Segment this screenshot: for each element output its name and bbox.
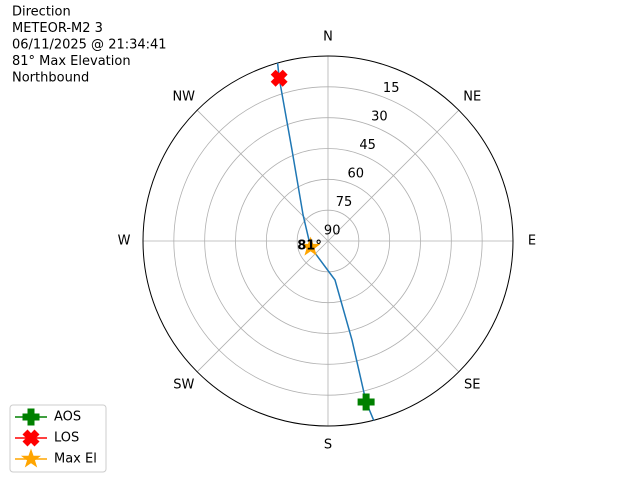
info-line: Northbound	[12, 71, 89, 86]
info-line: 81° Max Elevation	[12, 54, 131, 69]
point-marker	[300, 236, 321, 256]
info-line: 06/11/2025 @ 21:34:41	[12, 38, 167, 53]
direction-label: SE	[464, 378, 480, 393]
direction-label: W	[118, 234, 131, 249]
point-label: 81°	[297, 239, 322, 254]
track-line	[276, 62, 375, 421]
point-marker	[357, 393, 375, 411]
legend-label: Max El	[54, 452, 97, 467]
direction-label: NE	[463, 89, 481, 104]
direction-label: N	[323, 30, 333, 45]
direction-label: SW	[173, 378, 194, 393]
point-marker	[270, 69, 288, 87]
info-line: METEOR-M2 3	[12, 21, 103, 36]
r-tick-label: 75	[336, 195, 353, 210]
grid-ring	[173, 86, 483, 396]
legend-label: LOS	[54, 431, 79, 446]
legend-marker	[20, 448, 42, 468]
r-tick-label: 45	[359, 138, 376, 153]
grid-ring	[204, 117, 452, 365]
r-tick-label: 60	[348, 166, 365, 181]
direction-label: NW	[172, 89, 195, 104]
grid-ring	[296, 209, 360, 273]
info-line: Direction	[12, 5, 71, 20]
direction-label: S	[324, 438, 332, 453]
direction-label: E	[528, 234, 536, 249]
grid-ring	[235, 148, 421, 334]
r-tick-label: 15	[383, 81, 400, 96]
legend-marker	[22, 429, 40, 447]
r-tick-label: 90	[324, 223, 341, 238]
r-tick-label: 30	[371, 109, 388, 124]
legend-marker	[22, 408, 40, 426]
grid-ring	[265, 178, 391, 304]
legend-label: AOS	[54, 410, 81, 425]
legend: AOS LOS Max El	[9, 404, 107, 473]
outer-boundary	[142, 55, 514, 427]
